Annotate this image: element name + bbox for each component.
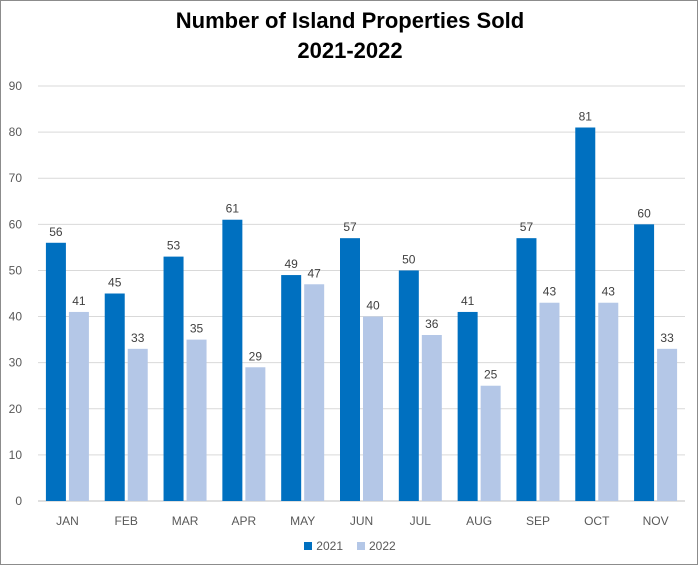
data-label-2022-feb: 33 bbox=[131, 331, 145, 345]
data-label-2021-jun: 57 bbox=[343, 220, 357, 234]
data-label-2021-mar: 53 bbox=[167, 239, 181, 253]
bar-2021-sep bbox=[516, 238, 537, 501]
data-label-2022-jun: 40 bbox=[366, 299, 380, 313]
bar-2022-sep bbox=[539, 302, 560, 501]
x-tick-label-jul: JUL bbox=[410, 514, 432, 528]
data-label-2021-may: 49 bbox=[285, 257, 299, 271]
bar-2022-feb bbox=[127, 348, 148, 501]
bar-2022-jun bbox=[363, 316, 383, 501]
data-label-2021-apr: 61 bbox=[226, 202, 240, 216]
bar-2021-aug bbox=[457, 311, 478, 501]
x-tick-label-apr: APR bbox=[232, 514, 257, 528]
legend-item-2022: 2022 bbox=[357, 539, 396, 553]
y-tick-label-40: 40 bbox=[9, 310, 23, 324]
data-label-2021-jan: 56 bbox=[49, 225, 63, 239]
data-label-2022-jul: 36 bbox=[425, 317, 439, 331]
legend-label-2021: 2021 bbox=[316, 539, 343, 553]
data-label-2022-aug: 25 bbox=[484, 368, 498, 382]
bar-2021-mar bbox=[163, 256, 184, 501]
data-label-2022-oct: 43 bbox=[602, 285, 616, 299]
data-label-2021-nov: 60 bbox=[637, 206, 651, 220]
x-tick-label-may: MAY bbox=[290, 514, 315, 528]
y-tick-label-80: 80 bbox=[9, 125, 23, 139]
legend-label-2022: 2022 bbox=[369, 539, 396, 553]
bar-2022-apr bbox=[245, 367, 266, 501]
data-label-2021-feb: 45 bbox=[108, 276, 122, 290]
data-label-2022-apr: 29 bbox=[249, 349, 263, 363]
x-tick-label-jun: JUN bbox=[350, 514, 373, 528]
chart-subtitle: 2021-2022 bbox=[297, 38, 403, 63]
y-tick-label-0: 0 bbox=[15, 494, 22, 508]
bar-2021-jul bbox=[398, 270, 419, 501]
bar-2021-nov bbox=[634, 224, 655, 502]
x-tick-label-feb: FEB bbox=[115, 514, 138, 528]
legend-item-2021: 2021 bbox=[304, 539, 343, 553]
x-tick-label-aug: AUG bbox=[466, 514, 492, 528]
legend-swatch-2022 bbox=[357, 542, 365, 550]
legend: 2021 2022 bbox=[0, 539, 700, 553]
chart-title: Number of Island Properties Sold bbox=[175, 8, 525, 33]
data-label-2022-jan: 41 bbox=[72, 294, 86, 308]
y-tick-label-30: 30 bbox=[9, 356, 23, 370]
bar-2022-jan bbox=[68, 311, 89, 501]
bar-2022-mar bbox=[186, 339, 207, 501]
bar-2021-feb bbox=[104, 293, 125, 501]
data-label-2022-mar: 35 bbox=[190, 322, 204, 336]
x-tick-label-mar: MAR bbox=[172, 514, 199, 528]
x-tick-label-nov: NOV bbox=[643, 514, 669, 528]
bar-2021-apr bbox=[222, 219, 243, 501]
bar-2022-aug bbox=[480, 385, 501, 501]
x-tick-label-oct: OCT bbox=[584, 514, 610, 528]
data-label-2021-aug: 41 bbox=[461, 294, 475, 308]
y-tick-label-70: 70 bbox=[9, 171, 23, 185]
bar-2021-jun bbox=[340, 238, 360, 501]
bar-2021-may bbox=[281, 275, 302, 501]
bar-2022-may bbox=[304, 284, 325, 501]
data-label-2021-jul: 50 bbox=[402, 252, 416, 266]
bar-2022-oct bbox=[598, 302, 619, 501]
y-tick-label-20: 20 bbox=[9, 402, 23, 416]
data-label-2022-may: 47 bbox=[308, 266, 322, 280]
y-tick-label-60: 60 bbox=[9, 217, 23, 231]
bar-2021-jan bbox=[45, 242, 66, 501]
bar-2021-oct bbox=[575, 127, 596, 501]
legend-swatch-2021 bbox=[304, 542, 313, 550]
data-label-2021-sep: 57 bbox=[520, 220, 534, 234]
data-label-2022-nov: 33 bbox=[660, 331, 674, 345]
data-label-2022-sep: 43 bbox=[543, 285, 557, 299]
y-tick-label-50: 50 bbox=[9, 263, 23, 277]
bar-2022-nov bbox=[657, 348, 678, 501]
x-tick-label-jan: JAN bbox=[56, 514, 79, 528]
y-tick-label-10: 10 bbox=[9, 448, 23, 462]
y-tick-label-90: 90 bbox=[9, 79, 23, 93]
x-tick-label-sep: SEP bbox=[526, 514, 550, 528]
data-label-2021-oct: 81 bbox=[579, 110, 593, 124]
bar-2022-jul bbox=[421, 335, 442, 501]
